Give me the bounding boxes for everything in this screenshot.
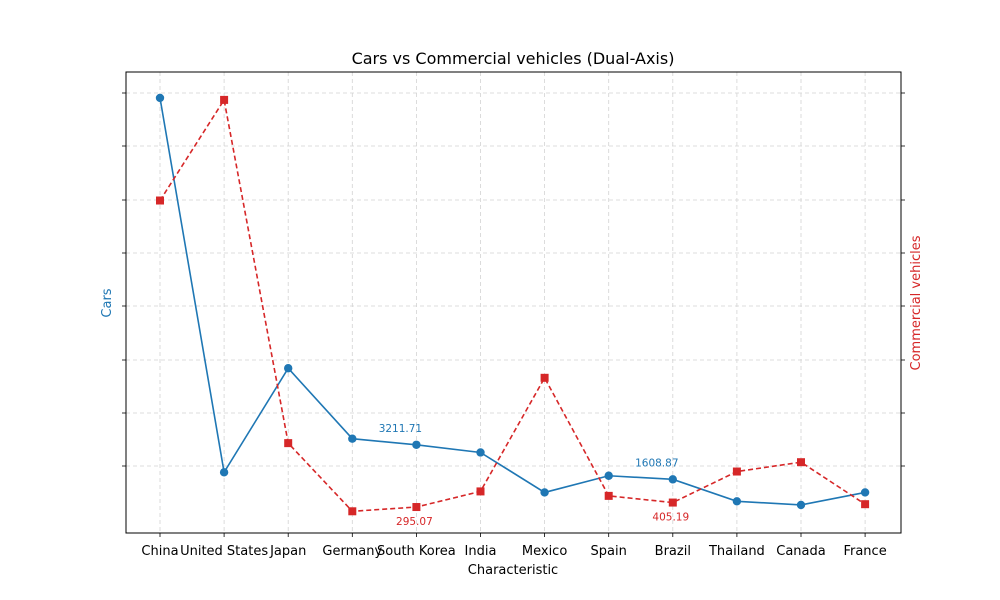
data-point-cars	[476, 448, 485, 457]
data-point-commercial-vehicles	[797, 458, 805, 467]
series-line-commercial-vehicles	[159, 97, 866, 513]
data-point-cars	[219, 468, 229, 477]
x-tick-label: France	[843, 544, 886, 559]
data-point-cars	[668, 475, 677, 484]
data-point-cars	[412, 440, 421, 449]
series-layer	[155, 93, 870, 516]
x-tick-label: Japan	[269, 544, 306, 559]
data-point-commercial-vehicles	[861, 500, 870, 509]
x-tick-label: China	[141, 544, 178, 559]
data-point-commercial-vehicles	[668, 498, 677, 507]
data-label: 405.19	[652, 512, 689, 524]
x-tick-label: United States	[180, 544, 268, 559]
x-tick-label: Germany	[322, 544, 382, 559]
data-point-commercial-vehicles	[284, 439, 293, 448]
x-tick-label: India	[465, 544, 497, 559]
x-tick-label: South Korea	[377, 544, 456, 559]
chart-title: Cars vs Commercial vehicles (Dual-Axis)	[352, 49, 675, 68]
data-point-cars	[796, 500, 806, 510]
data-point-commercial-vehicles	[732, 467, 741, 476]
x-tick-label: Spain	[591, 544, 627, 559]
x-tick-label: Canada	[776, 544, 825, 559]
x-tick-label: Mexico	[522, 544, 567, 559]
data-label: 295.07	[396, 516, 433, 528]
data-point-commercial-vehicles	[348, 507, 357, 516]
data-point-cars	[155, 93, 165, 103]
plot-frame	[125, 71, 902, 534]
y-axis-right-title: Commercial vehicles	[909, 235, 924, 370]
data-point-commercial-vehicles	[604, 491, 613, 500]
y-axis-left-title: Cars	[100, 288, 115, 317]
data-point-cars	[284, 364, 293, 373]
data-point-commercial-vehicles	[412, 503, 421, 512]
x-tick-label: Brazil	[655, 544, 691, 559]
data-point-commercial-vehicles	[476, 487, 485, 496]
data-point-cars	[540, 488, 549, 497]
data-point-commercial-vehicles	[540, 373, 549, 382]
annotation-layer: 3211.71 1608.87 295.07 405.19	[379, 423, 689, 528]
data-label: 3211.71	[379, 423, 422, 435]
x-axis-title: Characteristic	[468, 563, 558, 578]
grid-lines	[126, 72, 901, 533]
data-point-cars	[604, 471, 613, 480]
data-point-commercial-vehicles	[156, 196, 164, 205]
data-point-cars	[860, 488, 870, 497]
data-label: 1608.87	[635, 457, 678, 469]
data-point-commercial-vehicles	[220, 95, 229, 104]
data-point-cars	[732, 497, 742, 506]
data-point-cars	[348, 434, 357, 443]
x-tick-label: Thailand	[708, 544, 765, 559]
